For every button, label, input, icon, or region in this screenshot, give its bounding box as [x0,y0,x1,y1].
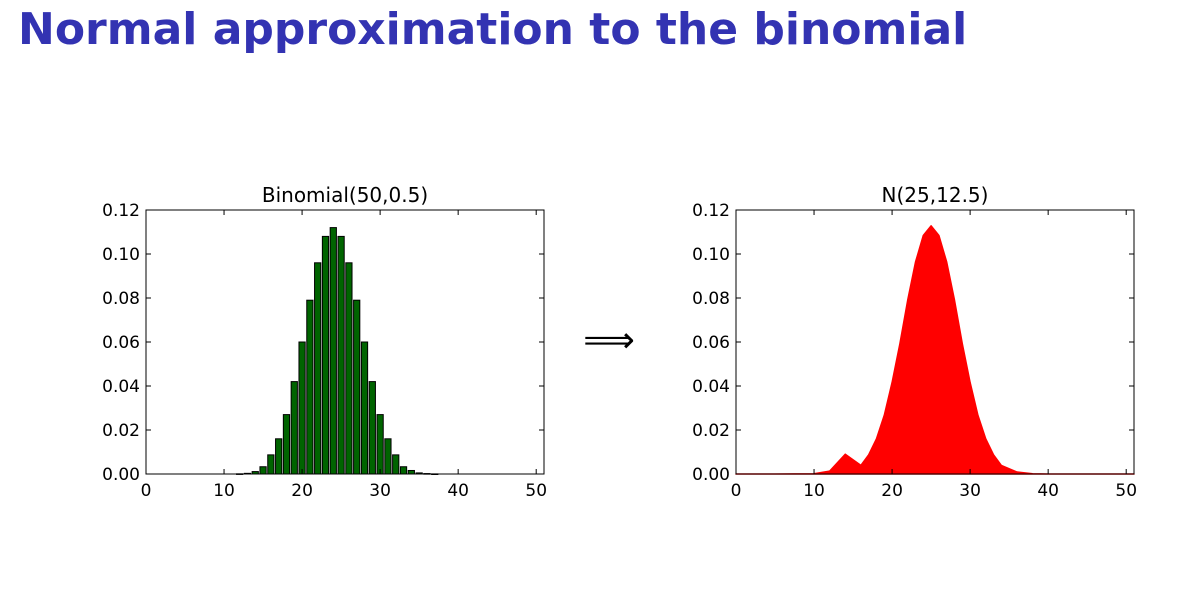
bar-34 [407,469,415,475]
bar-15 [259,466,267,475]
x-tick-label-0: 0 [731,481,742,501]
y-tick-label-0.02: 0.02 [692,421,730,441]
x-tick-label-40: 40 [1037,481,1059,501]
x-tick-label-40: 40 [447,481,469,501]
y-tick-label-0.04: 0.04 [692,377,730,397]
binomial-chart: 0 10 20 30 40 50 0.00 0.02 0.04 0.06 0.08 0.10 0.12 B… [102,183,547,501]
bar-29 [368,381,376,475]
bar-23 [321,235,330,475]
y-tick-label-0.02: 0.02 [102,421,140,441]
x-tick-label-20: 20 [291,481,313,501]
bar-30 [376,414,384,475]
bar-20 [298,341,306,475]
y-tick-label-0.10: 0.10 [102,245,140,265]
x-tick-label-20: 20 [881,481,903,501]
bar-22 [314,262,322,475]
x-tick-label-10: 10 [213,481,235,501]
y-tick-label-0.10: 0.10 [692,245,730,265]
bar-19 [290,381,298,475]
normal-chart: 0 10 20 30 40 50 0.00 0.02 0.04 0.06 0.08 0.10 0.12 N… [692,183,1137,501]
x-tick-label-50: 50 [525,481,547,501]
y-tick-label-0.06: 0.06 [692,333,730,353]
chart-title: N(25,12.5) [882,183,989,207]
chart-title: Binomial(50,0.5) [262,183,428,207]
implies-arrow: ⟹ [583,320,635,361]
bar-32 [392,454,400,475]
slide-title: Normal approximation to the binomial [18,4,968,55]
bar-25 [337,235,345,475]
x-tick-label-30: 30 [959,481,981,501]
bar-18 [282,414,291,475]
x-tick-label-50: 50 [1115,481,1137,501]
bar-17 [275,438,283,475]
y-tick-label-0.06: 0.06 [102,333,140,353]
bar-21 [306,299,314,475]
y-tick-label-0.12: 0.12 [692,201,730,221]
x-tick-label-0: 0 [141,481,152,501]
x-tick-label-30: 30 [369,481,391,501]
bar-33 [399,466,408,475]
y-tick-label-0.08: 0.08 [102,289,140,309]
y-tick-label-0.00: 0.00 [692,465,730,485]
density-area [735,225,1135,475]
bar-24 [329,227,337,475]
y-tick-label-0.08: 0.08 [692,289,730,309]
y-tick-label-0.04: 0.04 [102,377,140,397]
x-tick-label-10: 10 [803,481,825,501]
y-tick-label-0.12: 0.12 [102,201,140,221]
bar-16 [267,454,275,475]
y-tick-label-0.00: 0.00 [102,465,140,485]
plot-frame [145,209,545,475]
bar-27 [353,299,361,475]
bar-31 [384,438,392,475]
bar-28 [360,341,369,475]
bar-26 [345,262,353,475]
